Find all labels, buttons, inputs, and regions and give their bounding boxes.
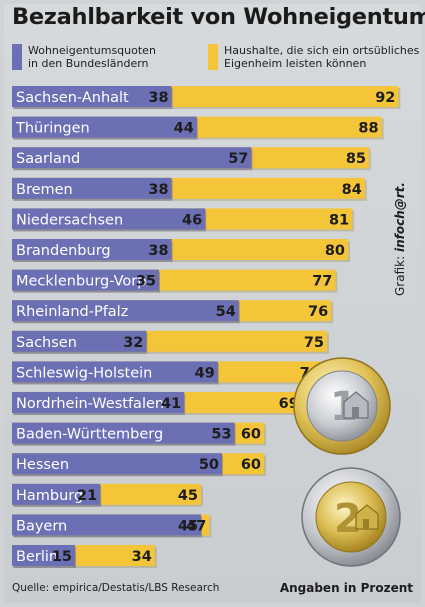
value-label-affordability: 60: [241, 457, 261, 473]
bar-ownership: [12, 453, 222, 475]
bar-ownership: [12, 147, 252, 169]
value-label-affordability: 88: [358, 121, 378, 137]
bar-ownership: [12, 330, 147, 352]
value-label-affordability: 77: [312, 274, 332, 290]
bar-row: Brandenburg 38 80: [12, 239, 350, 262]
value-label-ownership: 15: [52, 549, 72, 565]
bar-row: Sachsen 32 75: [12, 330, 329, 354]
value-label-ownership: 44: [174, 121, 194, 137]
bar-ownership: [12, 361, 218, 383]
value-label-affordability: 47: [186, 518, 206, 534]
one-euro-coin-icon: 1: [293, 357, 391, 455]
bar-row: Mecklenburg-Vorp.35 77: [12, 269, 338, 293]
bar-ownership: [12, 483, 101, 505]
category-label: Hessen: [16, 457, 69, 473]
legend-swatch-blue: [12, 44, 22, 70]
credit-name: infoch@rt.: [393, 182, 407, 253]
value-label-affordability: 45: [178, 488, 198, 504]
category-label: Rheinland-Pfalz: [16, 304, 128, 320]
value-label-affordability: 92: [375, 90, 395, 106]
bar-ownership: [12, 392, 185, 413]
value-label-affordability: 76: [308, 304, 328, 320]
value-label-ownership: 49: [195, 365, 215, 381]
bar-ownership: [12, 300, 239, 322]
unit-note: Angaben in Prozent: [279, 581, 413, 595]
value-label-ownership: 57: [228, 151, 248, 167]
bar-row: Thüringen 44 88: [12, 116, 384, 140]
value-label-ownership: 38: [148, 90, 168, 106]
category-label: Niedersachsen: [16, 212, 123, 228]
bar-row: Schleswig-Holstein4974: [12, 361, 325, 385]
category-label: Baden-Württemberg: [16, 427, 163, 443]
value-label-ownership: 45: [178, 518, 198, 534]
bar-ownership: [12, 269, 159, 291]
bar-row: Saarland 57 85: [12, 147, 371, 171]
value-label-ownership: 41: [161, 396, 181, 412]
value-label-affordability: 34: [132, 549, 152, 565]
category-label: Nordrhein-Westfalen: [16, 396, 164, 412]
value-label-affordability: 85: [346, 151, 366, 167]
value-label-affordability: 80: [325, 243, 345, 259]
legend-swatch-yellow: [208, 44, 218, 70]
bar-ownership: [12, 116, 197, 138]
value-label-ownership: 38: [148, 243, 168, 259]
bar-row: Niedersachsen 46 81: [12, 208, 355, 232]
bar-ownership: [12, 514, 201, 536]
bar-ownership: [12, 177, 172, 199]
bar-row: Bremen 38 84: [12, 177, 367, 201]
value-label-affordability: 81: [329, 212, 349, 228]
category-label: Saarland: [16, 151, 80, 167]
bar-ownership: [12, 422, 235, 444]
bar-row: Rheinland-Pfalz 54 76: [12, 300, 334, 324]
value-label-ownership: 35: [136, 274, 156, 290]
category-label: Bremen: [16, 182, 73, 198]
value-label-ownership: 21: [77, 488, 97, 504]
category-label: Schleswig-Holstein: [16, 365, 152, 381]
value-label-ownership: 53: [211, 427, 231, 443]
graphic-credit: Grafik: infoch@rt.: [393, 182, 407, 296]
category-label: Sachsen: [16, 335, 77, 351]
category-label: Hamburg: [16, 488, 83, 504]
value-label-ownership: 46: [182, 212, 202, 228]
legend-label-ownership: Wohneigentumsquoten in den Bundesländern: [28, 44, 156, 70]
bar-row: Sachsen-Anhalt 38 92: [12, 86, 401, 109]
category-label: Mecklenburg-Vorp.: [16, 274, 151, 290]
legend-item-ownership: Wohneigentumsquoten in den Bundesländern: [12, 44, 156, 70]
value-label-affordability: 84: [342, 182, 362, 198]
value-label-ownership: 54: [216, 304, 236, 320]
two-euro-coin-icon: 2: [301, 467, 401, 567]
bar-ownership: [12, 208, 206, 230]
bar-ownership: [12, 86, 172, 107]
category-label: Berlin: [16, 549, 58, 565]
source-note: Quelle: empirica/Destatis/LBS Research: [12, 582, 220, 594]
chart-title: Bezahlbarkeit von Wohneigentum: [12, 4, 425, 30]
value-label-affordability: 75: [304, 335, 324, 351]
value-label-ownership: 38: [148, 182, 168, 198]
bar-ownership: [12, 545, 75, 566]
category-label: Brandenburg: [16, 243, 111, 259]
value-label-ownership: 50: [199, 457, 219, 473]
credit-prefix: Grafik:: [393, 252, 407, 296]
bar-row: Hessen 50 60: [12, 453, 266, 477]
category-label: Bayern: [16, 518, 67, 534]
bar-ownership: [12, 239, 172, 260]
category-label: Thüringen: [15, 121, 90, 137]
value-label-affordability: 60: [241, 427, 261, 443]
bar-row: Baden-Württemberg 53 60: [12, 422, 266, 446]
legend-item-affordability: Haushalte, die sich ein ortsübliches Eig…: [208, 44, 419, 70]
legend-label-affordability: Haushalte, die sich ein ortsübliches Eig…: [224, 44, 420, 70]
value-label-ownership: 32: [123, 335, 143, 351]
category-label: Sachsen-Anhalt: [16, 90, 129, 106]
